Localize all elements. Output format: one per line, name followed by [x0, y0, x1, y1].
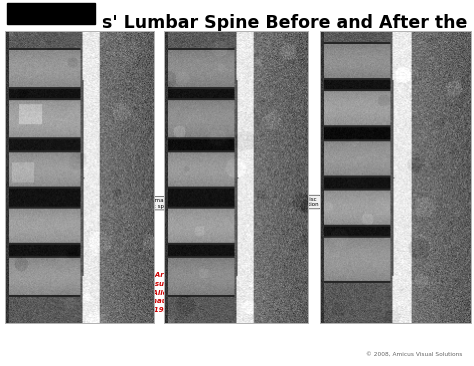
Text: L3-4 disc
desiccation: L3-4 disc desiccation: [408, 197, 456, 208]
Text: L2: L2: [203, 69, 214, 78]
Text: © 2008, Amicus Visual Solutions: © 2008, Amicus Visual Solutions: [366, 352, 462, 357]
Text: L5: L5: [203, 261, 214, 270]
Text: L3: L3: [355, 126, 365, 134]
Text: L5: L5: [355, 254, 365, 262]
Text: 18 DAYS AFTER CRASH: 18 DAYS AFTER CRASH: [191, 31, 281, 37]
Text: L2: L2: [355, 69, 365, 78]
Text: 9/5/06 Sagittal MRI: 9/5/06 Sagittal MRI: [367, 39, 424, 44]
Text: L3: L3: [203, 126, 214, 134]
Bar: [7, 3, 95, 24]
Text: These Images Are Copyrighted
By Amicus Visual Solutions.
Copyright Law Allows A : These Images Are Copyrighted By Amicus V…: [93, 272, 225, 313]
Text: 4/3/03 Sagittal MRI: 4/3/03 Sagittal MRI: [51, 39, 108, 44]
Text: S1: S1: [355, 305, 365, 314]
Text: Normal L3-4
disc space: Normal L3-4 disc space: [125, 198, 178, 209]
Text: 4/30/04 Sagittal MRI: 4/30/04 Sagittal MRI: [206, 39, 266, 44]
Text: L4: L4: [355, 193, 365, 202]
Text: BEFORE CRASH: BEFORE CRASH: [50, 31, 109, 37]
Text: 2 YEARS AFTER CRASH: 2 YEARS AFTER CRASH: [351, 31, 441, 37]
Text: L4: L4: [203, 195, 214, 204]
Text: s' Lumbar Spine Before and After the Crash: s' Lumbar Spine Before and After the Cra…: [102, 14, 474, 32]
Text: L3-4 disc
disruption: L3-4 disc disruption: [272, 197, 319, 208]
